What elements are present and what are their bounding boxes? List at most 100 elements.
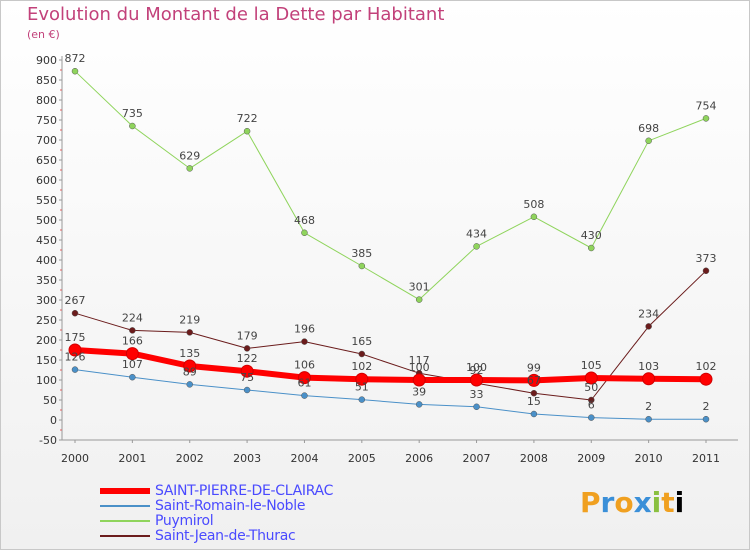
chart-title: Evolution du Montant de la Dette par Hab…	[27, 4, 445, 25]
x-tick-label: 2011	[692, 452, 720, 465]
data-label: 468	[294, 214, 315, 227]
data-label: 629	[179, 149, 200, 162]
data-point	[129, 122, 136, 130]
data-point	[129, 327, 136, 334]
y-tick-label: 0	[50, 414, 57, 427]
x-tick-label: 2010	[635, 452, 663, 465]
data-point	[702, 267, 710, 275]
y-tick-label: 50	[43, 394, 57, 407]
data-point	[415, 296, 423, 303]
y-tick-label: 700	[36, 134, 57, 147]
y-tick-label: 100	[36, 374, 57, 387]
y-tick-label: 850	[36, 74, 57, 87]
x-tick-label: 2002	[176, 452, 204, 465]
data-label: 196	[294, 323, 315, 336]
data-label: 722	[237, 112, 258, 125]
y-tick-label: 400	[36, 254, 57, 267]
data-point	[297, 371, 311, 385]
data-point	[183, 359, 197, 373]
legend-label: SAINT-PIERRE-DE-CLAIRAC	[155, 483, 334, 499]
y-tick-label: 550	[36, 194, 57, 207]
data-point	[243, 386, 251, 394]
data-point	[71, 67, 79, 75]
data-point	[530, 410, 538, 418]
data-label: 105	[581, 359, 602, 372]
data-point	[645, 415, 652, 423]
x-tick-label: 2008	[520, 452, 548, 465]
series-line	[74, 270, 707, 401]
data-label: 117	[409, 354, 430, 367]
data-point	[530, 389, 538, 397]
y-tick-label: 250	[36, 314, 57, 327]
x-tick-label: 2005	[348, 452, 376, 465]
data-point	[415, 401, 423, 408]
data-label: 385	[351, 247, 372, 260]
data-point	[240, 364, 254, 378]
data-point	[527, 373, 541, 387]
x-tick-label: 2003	[233, 452, 261, 465]
data-label: 107	[122, 358, 143, 371]
data-label: 166	[122, 335, 143, 348]
data-label: 33	[470, 388, 484, 401]
y-tick-label: 300	[36, 294, 57, 307]
data-point	[584, 371, 598, 385]
data-label: 99	[527, 361, 541, 374]
data-label: 430	[581, 229, 602, 242]
data-label: 508	[523, 198, 544, 211]
data-point	[412, 373, 426, 387]
data-label: 61	[297, 377, 311, 390]
data-label: 301	[409, 281, 430, 294]
y-tick-label: 750	[36, 114, 57, 127]
data-label: 735	[122, 107, 143, 120]
line-chart: -500501001502002503003504004505005506006…	[36, 52, 738, 465]
legend-label: Puymirol	[155, 513, 214, 529]
data-label: 50	[584, 381, 598, 394]
data-point	[642, 372, 656, 386]
data-label: 234	[638, 307, 659, 320]
y-tick-label: 150	[36, 354, 57, 367]
data-point	[301, 338, 308, 345]
x-tick-label: 2001	[118, 452, 146, 465]
data-point	[243, 345, 251, 352]
series-line	[74, 369, 707, 420]
data-point	[473, 403, 480, 411]
data-label: 15	[527, 395, 541, 408]
legend-label: Saint-Jean-de-Thurac	[155, 528, 296, 544]
data-point	[702, 115, 710, 122]
data-label: 754	[696, 99, 717, 112]
data-point	[186, 329, 193, 336]
data-label: 122	[237, 352, 258, 365]
data-point	[588, 396, 595, 404]
y-tick-label: 800	[36, 94, 57, 107]
y-tick-label: 650	[36, 154, 57, 167]
legend-swatch	[100, 488, 150, 494]
data-point	[68, 343, 82, 357]
legend-label: Saint-Romain-le-Noble	[155, 498, 306, 514]
data-label: 267	[65, 294, 86, 307]
data-point	[358, 262, 366, 270]
data-point	[358, 350, 366, 358]
proxiti-logo: Proxiti	[580, 486, 685, 519]
data-label: 102	[696, 360, 717, 373]
data-label: 75	[240, 371, 254, 384]
legend-swatch	[100, 505, 150, 507]
y-tick-label: 900	[36, 54, 57, 67]
data-point	[129, 373, 136, 381]
x-tick-label: 2004	[290, 452, 318, 465]
data-label: 2	[703, 400, 710, 413]
y-tick-label: 450	[36, 234, 57, 247]
x-tick-label: 2007	[463, 452, 491, 465]
x-tick-label: 2009	[577, 452, 605, 465]
data-point	[645, 323, 652, 330]
data-label: 2	[645, 400, 652, 413]
data-point	[645, 137, 652, 145]
data-point	[588, 244, 595, 252]
data-label: 135	[179, 347, 200, 360]
data-point	[301, 392, 308, 399]
data-label: 51	[355, 381, 369, 394]
data-label: 224	[122, 311, 143, 324]
data-point	[588, 414, 595, 421]
data-point	[473, 243, 480, 250]
y-tick-label: -50	[39, 434, 57, 447]
data-point	[186, 165, 193, 172]
